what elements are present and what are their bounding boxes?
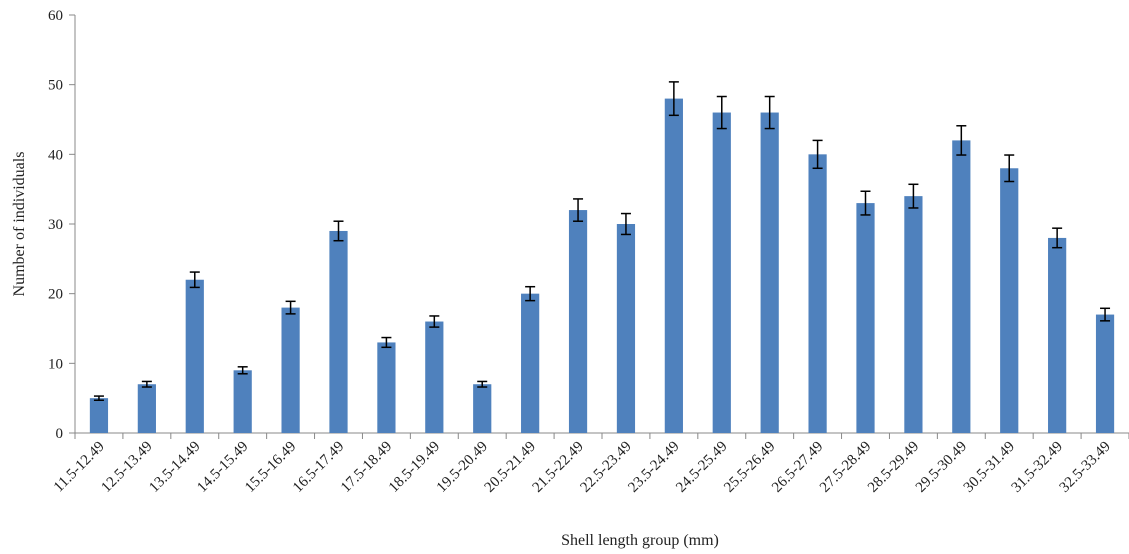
x-tick-label: 28.5-29.49 (865, 439, 922, 496)
x-tick-label: 14.5-15.49 (194, 439, 251, 496)
x-tick-label: 24.5-25.49 (673, 439, 730, 496)
x-tick-label: 19.5-20.49 (434, 439, 491, 496)
error-bar (429, 315, 440, 328)
x-tick-label: 27.5-28.49 (817, 439, 874, 496)
x-tick-label: 16.5-17.49 (290, 439, 347, 496)
x-tick-label: 23.5-24.49 (625, 439, 682, 496)
x-tick-label: 26.5-27.49 (769, 439, 826, 496)
bar (185, 279, 204, 433)
error-bar (141, 380, 152, 388)
bar (568, 210, 588, 433)
error-bar (668, 81, 679, 117)
error-bar (237, 366, 248, 375)
y-tick-label: 20 (48, 287, 63, 303)
y-axis: 0 10 20 30 40 50 60 (48, 8, 76, 442)
x-tick-label: 29.5-30.49 (913, 439, 970, 496)
error-bar (956, 125, 967, 156)
error-bar (93, 395, 104, 402)
error-bar (764, 95, 775, 130)
bar (712, 112, 731, 434)
y-axis-title: Number of individuals (11, 152, 28, 297)
error-bar (1100, 307, 1111, 322)
y-tick-label: 30 (48, 217, 63, 233)
error-bars (93, 81, 1111, 402)
bar (233, 370, 252, 433)
x-tick-label: 12.5-13.49 (98, 439, 155, 496)
y-tick-label: 50 (48, 78, 63, 94)
bar (89, 398, 109, 433)
error-bar (716, 95, 727, 130)
error-bar (477, 380, 488, 388)
y-tick-label: 40 (48, 147, 63, 163)
y-tick-label: 10 (48, 356, 63, 372)
bar (521, 293, 540, 433)
x-tick-label: 15.5-16.49 (242, 439, 299, 496)
error-bar (812, 139, 823, 170)
bar (904, 196, 923, 433)
bar (1048, 237, 1067, 433)
y-tick-label: 0 (56, 426, 64, 442)
x-axis: 11.5-12.4912.5-13.4913.5-14.4914.5-15.49… (51, 432, 1129, 496)
error-bar (1052, 227, 1063, 249)
x-tick-label: 30.5-31.49 (961, 439, 1018, 496)
error-bar (333, 220, 344, 242)
bar (664, 98, 683, 433)
error-bar (285, 300, 296, 315)
x-tick-label: 11.5-12.49 (51, 439, 108, 496)
bar (760, 112, 779, 434)
bars (89, 98, 1115, 434)
x-axis-title: Shell length group (mm) (561, 532, 719, 549)
error-bar (381, 336, 392, 349)
error-bar (620, 212, 631, 236)
bar (1000, 168, 1019, 433)
x-tick-label: 31.5-32.49 (1009, 439, 1066, 496)
error-bar (908, 183, 919, 209)
bar (425, 321, 444, 433)
bar (281, 307, 300, 433)
bar (808, 154, 827, 434)
bar (616, 224, 636, 433)
bar (952, 140, 971, 433)
x-tick-label: 20.5-21.49 (482, 439, 539, 496)
x-tick-label: 21.5-22.49 (530, 439, 587, 496)
bar (473, 384, 492, 433)
x-tick-label: 18.5-19.49 (386, 439, 443, 496)
error-bar (573, 198, 584, 222)
y-tick-label: 60 (48, 8, 63, 24)
bar (856, 203, 875, 433)
error-bar (1004, 154, 1015, 183)
bar (1095, 314, 1115, 433)
x-tick-label: 13.5-14.49 (146, 439, 203, 496)
x-tick-label: 32.5-33.49 (1057, 439, 1114, 496)
x-tick-label: 17.5-18.49 (338, 439, 395, 496)
x-tick-label: 22.5-23.49 (578, 439, 635, 496)
error-bar (525, 285, 536, 302)
bar (137, 384, 156, 433)
error-bar (189, 271, 200, 289)
error-bar (860, 190, 871, 216)
bar (329, 230, 348, 433)
x-tick-label: 25.5-26.49 (721, 439, 778, 496)
bar (377, 342, 396, 433)
